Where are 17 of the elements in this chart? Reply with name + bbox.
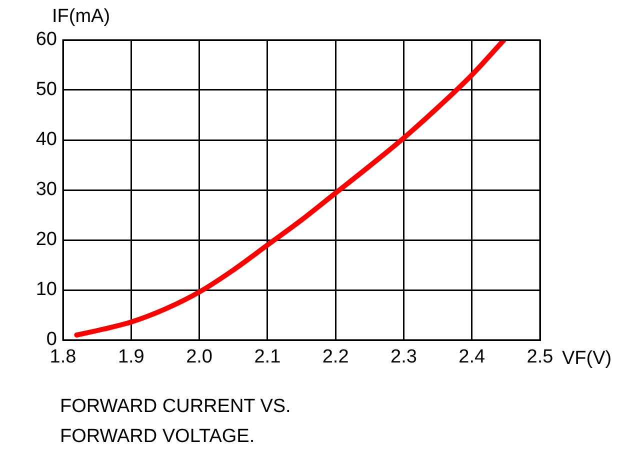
y-tick-label: 50 <box>36 79 57 100</box>
y-tick-label: 30 <box>36 179 57 200</box>
x-tick-label: 2.4 <box>458 346 486 368</box>
y-tick-label: 60 <box>36 29 57 50</box>
text: FORWARD CURRENT VS. <box>60 396 291 418</box>
x-tick-label: 2.2 <box>322 346 349 368</box>
x-tick-label: 2.1 <box>254 346 281 368</box>
y-axis-title: IF(mA) <box>52 6 110 28</box>
x-tick-label: 1.9 <box>118 346 144 368</box>
x-tick-label: 2.5 <box>526 346 554 368</box>
y-tick-label: 20 <box>36 229 57 250</box>
x-tick-label: 2.0 <box>186 346 212 368</box>
x-axis-title: VF(V) <box>562 348 612 370</box>
text: FORWARD VOLTAGE. <box>60 426 255 448</box>
x-tick-label: 2.3 <box>390 346 417 368</box>
y-tick-label: 10 <box>36 279 57 300</box>
y-tick-label: 40 <box>36 129 57 150</box>
